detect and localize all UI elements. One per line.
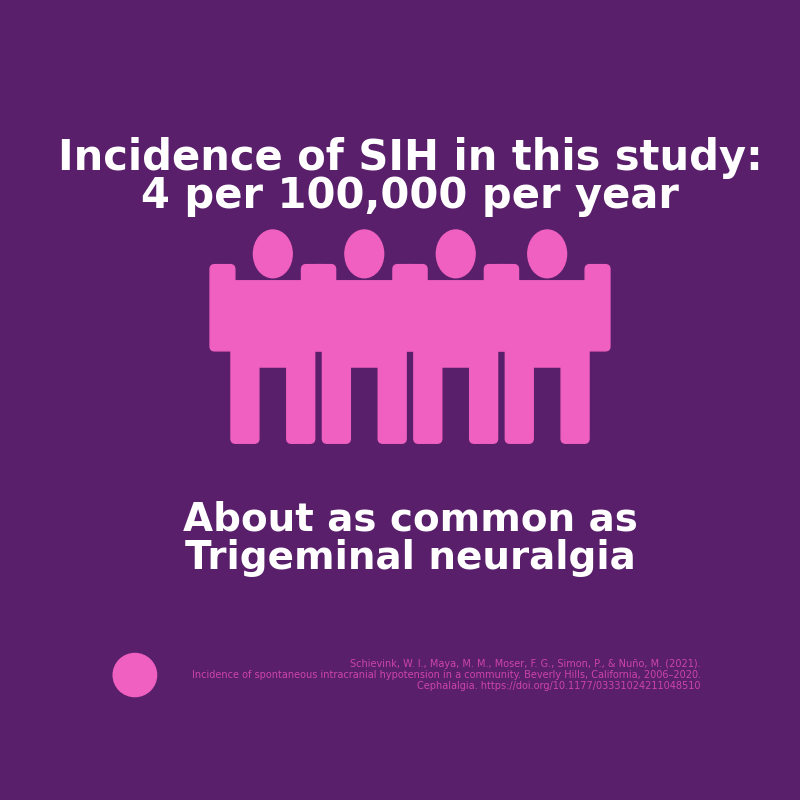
FancyBboxPatch shape <box>310 265 336 351</box>
FancyBboxPatch shape <box>509 342 586 367</box>
Ellipse shape <box>528 230 566 278</box>
FancyBboxPatch shape <box>326 342 403 367</box>
Text: About as common as: About as common as <box>182 501 638 538</box>
FancyBboxPatch shape <box>234 342 311 367</box>
Text: Cephalalgia. https://doi.org/10.1177/03331024211048510: Cephalalgia. https://doi.org/10.1177/033… <box>417 681 701 691</box>
FancyBboxPatch shape <box>417 342 494 367</box>
FancyBboxPatch shape <box>402 265 427 351</box>
Text: Schievink, W. I., Maya, M. M., Moser, F. G., Simon, P., & Nuño, M. (2021).: Schievink, W. I., Maya, M. M., Moser, F.… <box>350 659 701 670</box>
Circle shape <box>113 654 157 697</box>
FancyBboxPatch shape <box>210 265 235 351</box>
FancyBboxPatch shape <box>231 346 259 443</box>
Polygon shape <box>501 281 594 350</box>
FancyBboxPatch shape <box>470 346 498 443</box>
FancyBboxPatch shape <box>494 265 518 351</box>
Text: Incidence of spontaneous intracranial hypotension in a community. Beverly Hills,: Incidence of spontaneous intracranial hy… <box>191 670 701 680</box>
FancyBboxPatch shape <box>393 265 418 351</box>
FancyBboxPatch shape <box>585 265 610 351</box>
Polygon shape <box>318 281 410 350</box>
Text: Incidence of SIH in this study:: Incidence of SIH in this study: <box>58 137 762 178</box>
FancyBboxPatch shape <box>378 346 406 443</box>
FancyBboxPatch shape <box>286 346 314 443</box>
Text: 4 per 100,000 per year: 4 per 100,000 per year <box>141 175 679 217</box>
FancyBboxPatch shape <box>302 265 326 351</box>
FancyBboxPatch shape <box>561 346 589 443</box>
FancyBboxPatch shape <box>506 346 534 443</box>
Ellipse shape <box>345 230 384 278</box>
Ellipse shape <box>254 230 292 278</box>
Polygon shape <box>410 281 502 350</box>
FancyBboxPatch shape <box>414 346 442 443</box>
Ellipse shape <box>436 230 475 278</box>
Polygon shape <box>226 281 319 350</box>
Text: Trigeminal neuralgia: Trigeminal neuralgia <box>185 539 635 577</box>
FancyBboxPatch shape <box>322 346 350 443</box>
FancyBboxPatch shape <box>485 265 509 351</box>
